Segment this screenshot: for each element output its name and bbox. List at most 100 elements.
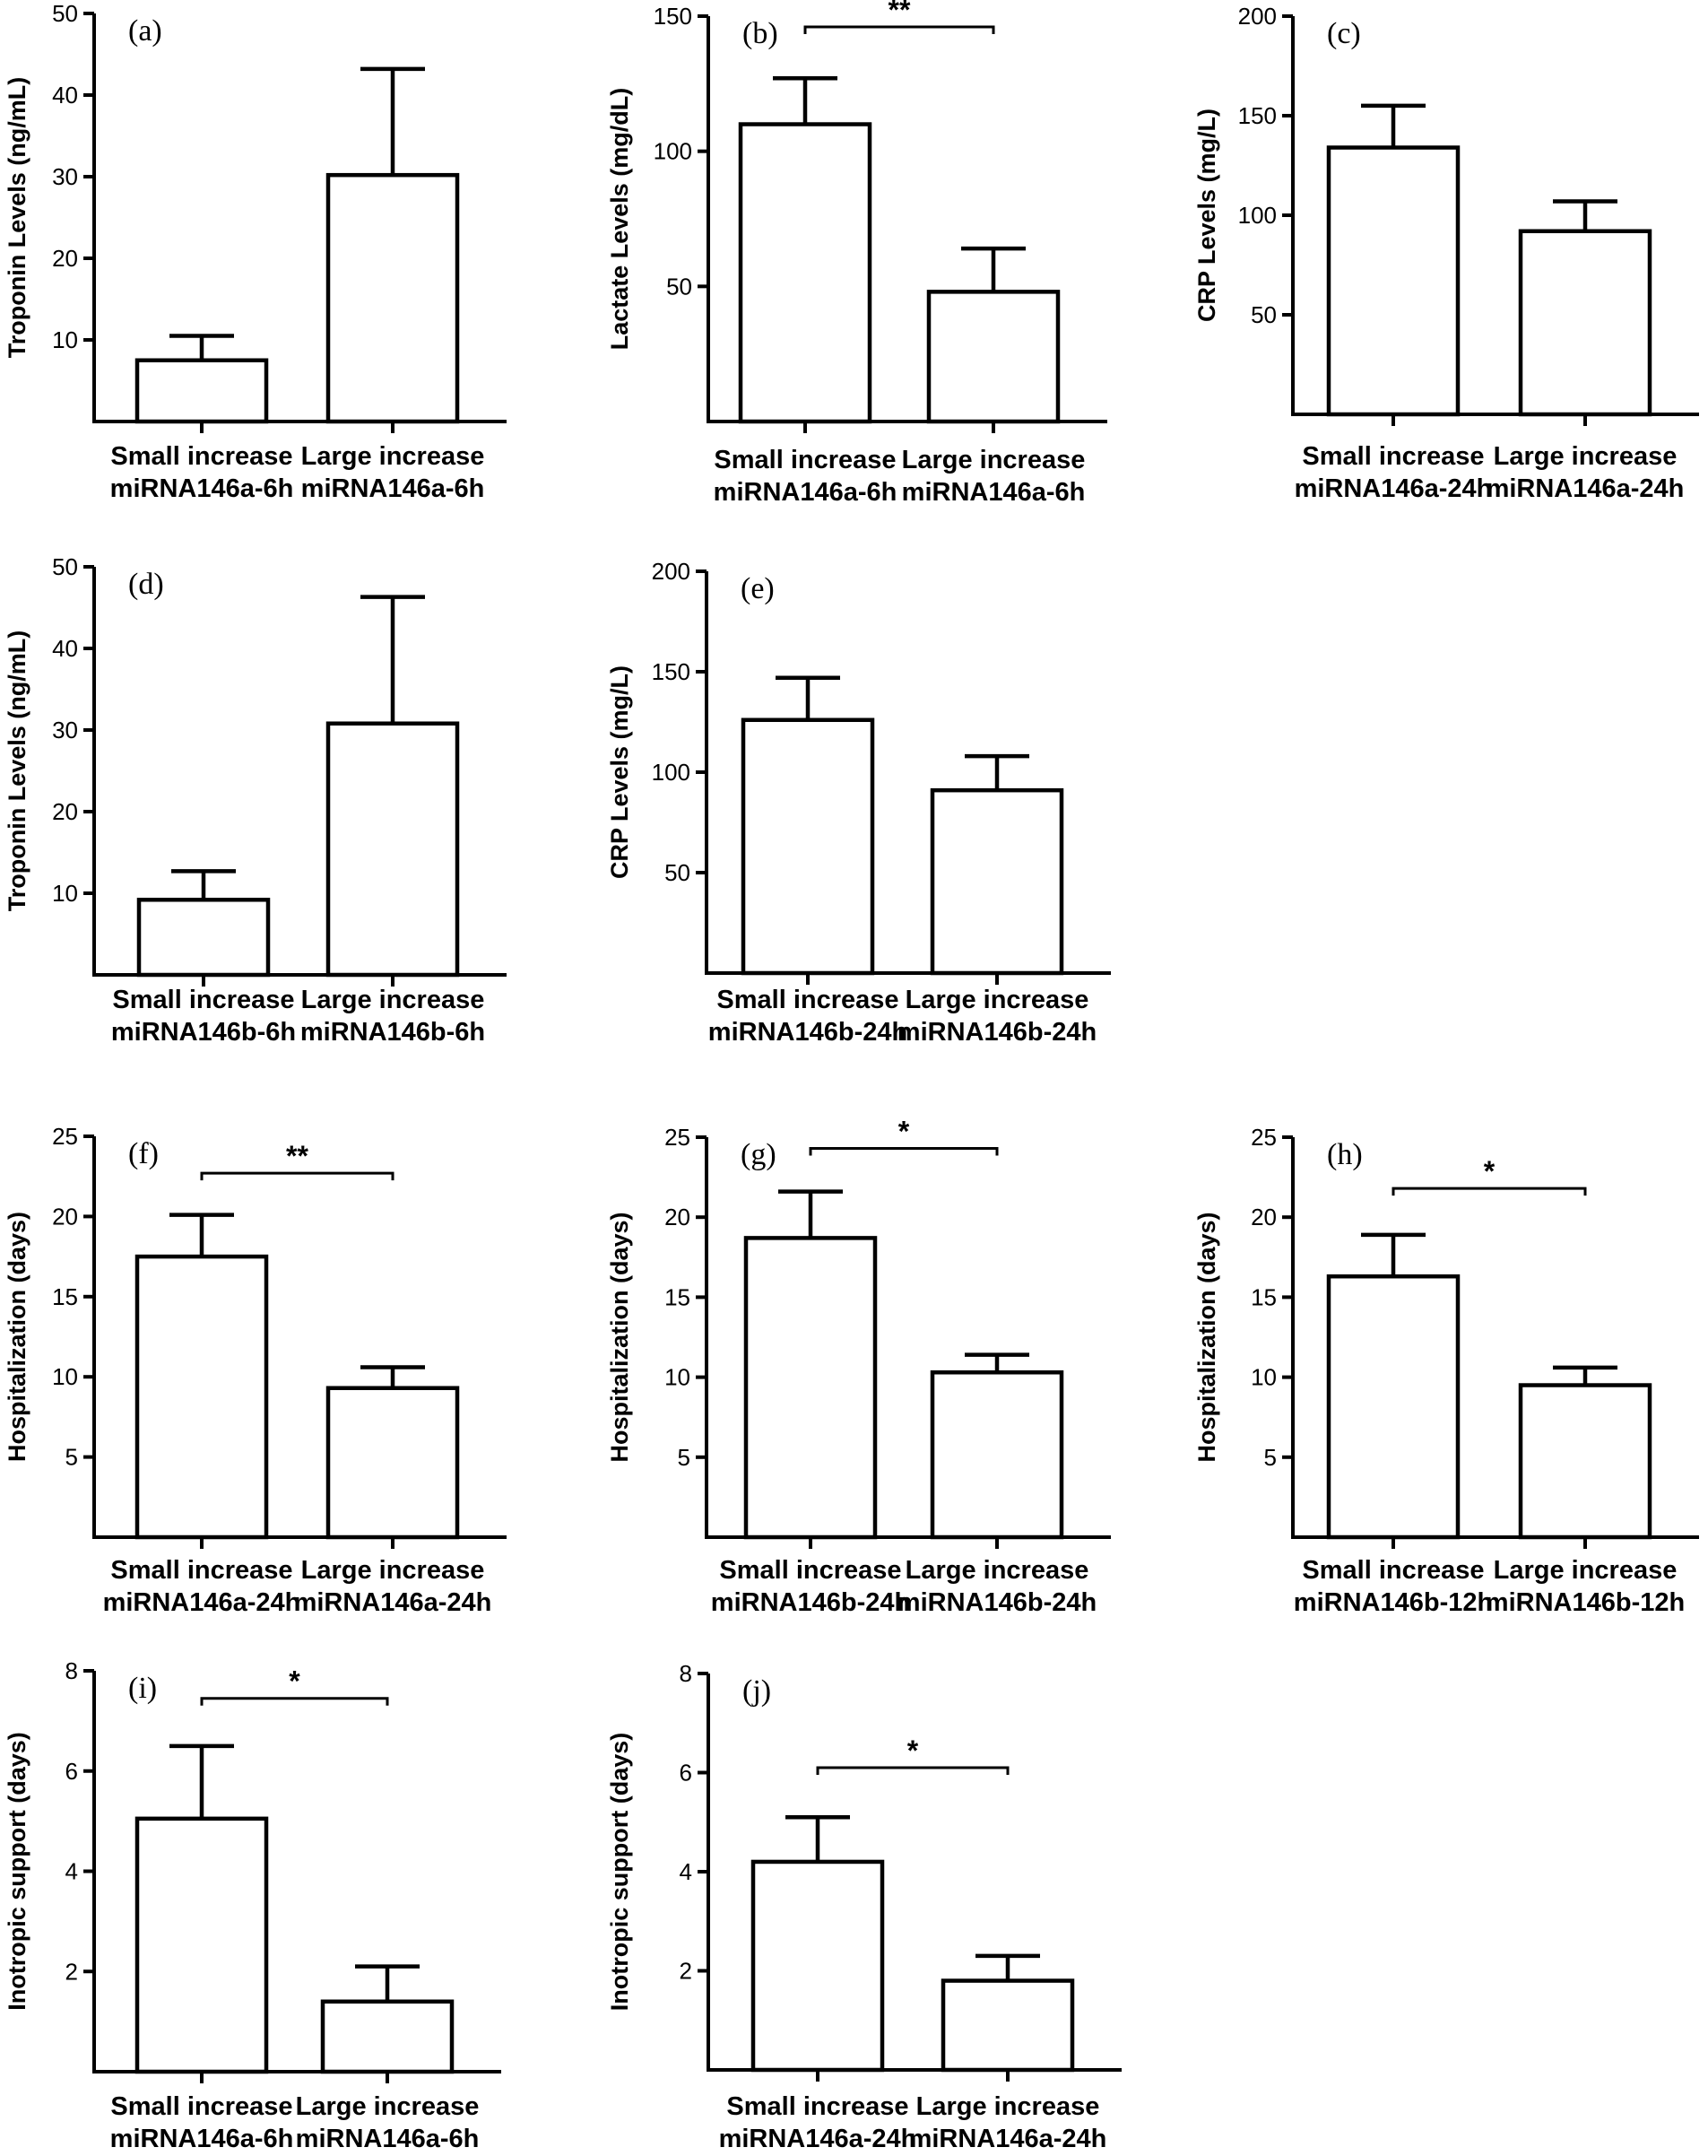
bar xyxy=(1518,1383,1652,1540)
bar xyxy=(743,1236,878,1540)
x-category-label: Large increase miRNA146a-24h xyxy=(909,2092,1107,2153)
y-tick-label: 25 xyxy=(664,1124,690,1151)
y-tick-label: 10 xyxy=(664,1364,690,1391)
x-category-label: Small increase miRNA146a-6h xyxy=(110,442,294,503)
y-tick-label: 10 xyxy=(52,1363,78,1390)
y-tick-label: 15 xyxy=(1251,1283,1277,1310)
chart-panel-b: 50 100 150 Lactate Levels (mg/dL) (b) Small i… xyxy=(606,0,1107,507)
bar xyxy=(1326,145,1461,417)
panel-label: (f) xyxy=(128,1137,159,1170)
significance-bracket xyxy=(1392,1187,1587,1196)
panel-label: (a) xyxy=(128,14,162,48)
bar xyxy=(741,717,875,976)
x-category-label: Small increase miRNA146b-24h xyxy=(708,986,907,1047)
y-tick-label: 20 xyxy=(52,245,78,272)
y-tick-label: 5 xyxy=(65,1444,78,1471)
bar xyxy=(1518,229,1652,417)
x-category-label: Large increase miRNA146b-24h xyxy=(897,986,1097,1047)
y-axis-label: Hospitalization (days) xyxy=(606,1212,633,1462)
bar xyxy=(738,122,872,424)
y-tick-label: 5 xyxy=(678,1444,690,1471)
y-tick-label: 40 xyxy=(52,635,78,662)
panel-label: (j) xyxy=(742,1674,771,1708)
y-tick-label: 150 xyxy=(654,3,692,30)
y-tick-label: 100 xyxy=(1238,202,1277,229)
bar xyxy=(134,358,269,424)
y-tick-label: 200 xyxy=(652,558,690,585)
bar xyxy=(320,1999,455,2074)
panel-label: (h) xyxy=(1327,1138,1363,1171)
x-category-label: Large increase miRNA146a-6h xyxy=(301,442,485,503)
y-tick-label: 25 xyxy=(1251,1124,1277,1151)
panel-label: (d) xyxy=(128,568,164,601)
y-tick-label: 30 xyxy=(52,717,78,743)
y-tick-label: 50 xyxy=(666,273,692,300)
y-axis-label: CRP Levels (mg/L) xyxy=(606,665,633,879)
panel-label: (c) xyxy=(1327,17,1361,50)
y-tick-label: 150 xyxy=(652,658,690,685)
y-tick-label: 150 xyxy=(1238,102,1277,129)
y-tick-label: 2 xyxy=(65,1958,78,1985)
significance-label: * xyxy=(1484,1155,1496,1187)
y-tick-label: 20 xyxy=(52,798,78,825)
bar xyxy=(134,1254,269,1540)
y-tick-label: 4 xyxy=(680,1858,692,1885)
bar xyxy=(926,290,1061,424)
y-tick-label: 8 xyxy=(65,1657,78,1684)
chart-panel-g: 5 10 15 20 25 Hospitalization (days) (g) Small … xyxy=(606,1115,1111,1617)
y-tick-label: 8 xyxy=(680,1660,692,1687)
significance-bracket xyxy=(803,25,995,35)
chart-panel-i: 2 4 6 8 Inotropic support (days) (i) Small inc… xyxy=(4,1657,501,2153)
x-category-label: Small increase miRNA146a-24h xyxy=(103,1556,301,1617)
significance-bracket xyxy=(200,1171,394,1181)
significance-label: * xyxy=(289,1665,300,1698)
y-tick-label: 10 xyxy=(52,880,78,907)
y-tick-label: 2 xyxy=(680,1958,692,1985)
y-axis-label: Troponin Levels (ng/mL) xyxy=(4,77,30,359)
y-tick-label: 50 xyxy=(52,553,78,580)
x-category-label: Large increase miRNA146a-6h xyxy=(902,446,1086,507)
bar xyxy=(134,1816,269,2074)
chart-panel-h: 5 10 15 20 25 Hospitalization (days) (h) Small … xyxy=(1193,1124,1699,1617)
y-axis-label: Hospitalization (days) xyxy=(1193,1212,1220,1462)
y-tick-label: 20 xyxy=(52,1203,78,1230)
x-category-label: Small increase miRNA146b-12h xyxy=(1294,1556,1493,1617)
x-category-label: Large increase miRNA146a-6h xyxy=(296,2092,480,2153)
significance-bracket xyxy=(816,1766,1010,1775)
bar xyxy=(325,1386,460,1540)
y-axis-label: Hospitalization (days) xyxy=(4,1212,30,1462)
chart-panel-f: 5 10 15 20 25 Hospitalization (days) (f) Small … xyxy=(4,1123,507,1617)
chart-panel-e: 50 100 150 200 CRP Levels (mg/L) (e) Small inc… xyxy=(606,558,1111,1047)
chart-panel-j: 2 4 6 8 Inotropic support (days) (j) Small inc… xyxy=(606,1660,1122,2153)
y-tick-label: 10 xyxy=(52,326,78,353)
x-category-label: Small increase miRNA146a-24h xyxy=(1295,442,1493,503)
y-tick-label: 10 xyxy=(1251,1364,1277,1391)
y-axis-label: Lactate Levels (mg/dL) xyxy=(606,88,633,351)
panel-label: (i) xyxy=(128,1672,157,1705)
y-tick-label: 20 xyxy=(664,1204,690,1230)
bar xyxy=(941,1978,1075,2073)
significance-label: * xyxy=(898,1115,910,1147)
y-axis-label: Inotropic support (days) xyxy=(4,1732,30,2011)
y-tick-label: 20 xyxy=(1251,1204,1277,1230)
y-tick-label: 30 xyxy=(52,163,78,190)
bar xyxy=(930,787,1064,976)
y-tick-label: 6 xyxy=(65,1758,78,1785)
x-category-label: Large increase miRNA146a-24h xyxy=(1487,442,1685,503)
y-axis-label: Inotropic support (days) xyxy=(606,1733,633,2012)
bar xyxy=(750,1859,885,2073)
chart-panel-d: 10 20 30 40 50 Troponin Levels (ng/mL) (d) Smal… xyxy=(4,553,507,1047)
y-axis-label: CRP Levels (mg/L) xyxy=(1193,109,1220,322)
significance-bracket xyxy=(200,1697,389,1706)
x-category-label: Large increase miRNA146a-24h xyxy=(294,1556,492,1617)
panel-label: (b) xyxy=(742,17,778,50)
significance-bracket xyxy=(809,1146,999,1156)
y-tick-label: 25 xyxy=(52,1123,78,1150)
panel-label: (e) xyxy=(741,572,775,605)
x-category-label: Large increase miRNA146b-12h xyxy=(1486,1556,1685,1617)
x-category-label: Small increase miRNA146a-6h xyxy=(110,2092,294,2153)
x-category-label: Large increase miRNA146b-24h xyxy=(897,1556,1097,1617)
y-tick-label: 6 xyxy=(680,1760,692,1787)
y-tick-label: 5 xyxy=(1264,1444,1277,1471)
